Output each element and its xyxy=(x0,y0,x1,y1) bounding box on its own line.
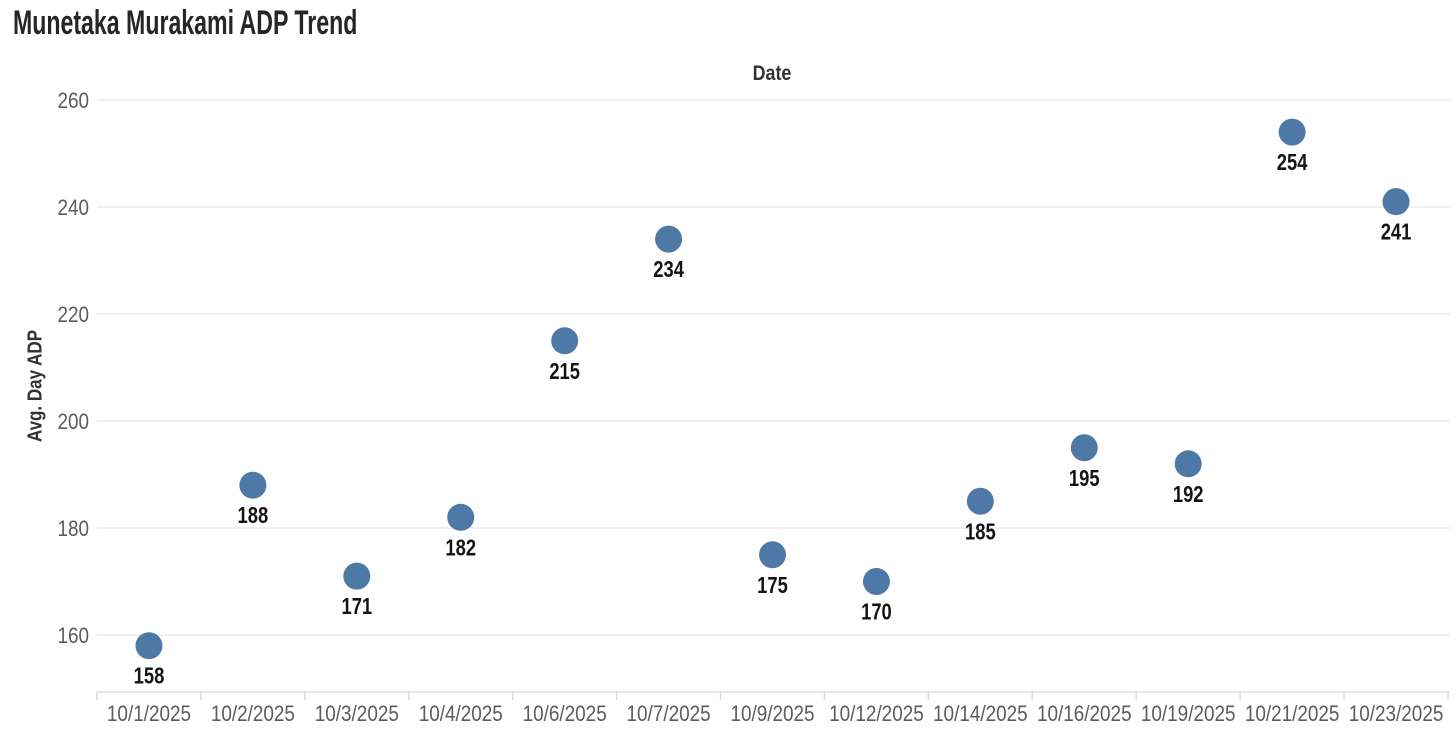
x-tick-label: 10/16/2025 xyxy=(1037,702,1132,727)
data-point-10/12/2025 xyxy=(862,568,890,595)
data-point-10/16/2025 xyxy=(1070,434,1098,462)
data-point-label: 195 xyxy=(1069,466,1100,491)
y-tick-label-200: 200 xyxy=(57,410,89,435)
data-point-10/23/2025 xyxy=(1382,188,1410,216)
chart-title: Munetaka Murakami ADP Trend xyxy=(13,4,358,42)
data-point-label: 171 xyxy=(341,594,372,619)
x-tick-label: 10/4/2025 xyxy=(419,702,503,727)
data-point-label: 188 xyxy=(238,503,269,528)
y-tick-label-240: 240 xyxy=(57,196,89,221)
x-tick-label: 10/12/2025 xyxy=(829,702,924,727)
data-point-label: 182 xyxy=(445,535,476,560)
x-tick-label: 10/3/2025 xyxy=(315,702,399,727)
data-point-10/21/2025 xyxy=(1278,118,1306,146)
x-tick-label: 10/2/2025 xyxy=(211,702,295,727)
data-point-label: 185 xyxy=(965,519,996,544)
data-point-label: 170 xyxy=(861,600,892,625)
data-point-10/19/2025 xyxy=(1174,450,1202,478)
x-tick-label: 10/23/2025 xyxy=(1349,702,1444,727)
x-tick-label: 10/14/2025 xyxy=(933,702,1028,727)
data-point-label: 254 xyxy=(1277,150,1308,175)
y-tick-label-260: 260 xyxy=(57,89,89,114)
x-tick-label: 10/9/2025 xyxy=(730,702,814,727)
data-point-10/9/2025 xyxy=(759,541,786,569)
data-point-10/6/2025 xyxy=(551,327,579,355)
x-tick-label: 10/7/2025 xyxy=(627,702,711,727)
y-tick-label-180: 180 xyxy=(57,517,89,542)
data-point-10/7/2025 xyxy=(655,225,683,253)
data-point-label: 234 xyxy=(653,257,684,282)
x-tick-label: 10/6/2025 xyxy=(523,702,607,727)
data-point-label: 175 xyxy=(757,573,788,598)
data-point-label: 158 xyxy=(134,664,165,689)
data-point-10/3/2025 xyxy=(343,562,371,590)
data-point-label: 241 xyxy=(1381,220,1412,245)
data-point-label: 192 xyxy=(1173,482,1204,507)
x-axis-title: Date xyxy=(752,62,792,85)
x-tick-label: 10/1/2025 xyxy=(107,702,191,727)
data-point-label: 215 xyxy=(549,359,580,384)
x-tick-label: 10/21/2025 xyxy=(1245,702,1340,727)
y-tick-label-160: 160 xyxy=(57,624,89,649)
data-point-10/1/2025 xyxy=(135,632,163,660)
x-tick-label: 10/19/2025 xyxy=(1141,702,1236,727)
data-point-10/4/2025 xyxy=(447,503,475,531)
data-point-10/2/2025 xyxy=(239,471,267,499)
data-point-10/14/2025 xyxy=(966,487,994,515)
y-tick-label-220: 220 xyxy=(57,303,89,328)
